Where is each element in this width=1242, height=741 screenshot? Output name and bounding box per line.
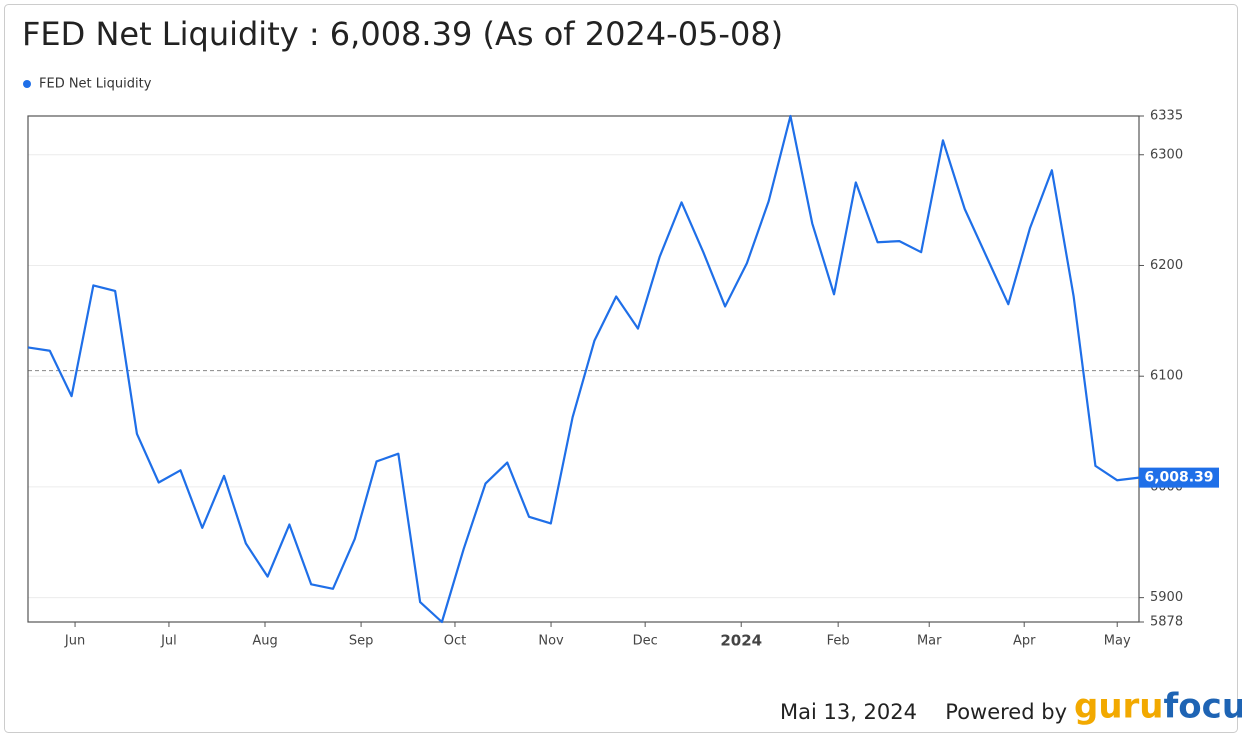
x-tick-label: May [1104,634,1131,649]
y-tick-label: 6300 [1150,147,1183,162]
x-tick-label: Apr [1013,634,1036,649]
chart-title: FED Net Liquidity : 6,008.39 (As of 2024… [22,15,783,53]
x-tick-label: Jul [160,634,177,649]
plot-border [27,115,1140,623]
x-tick-label: Aug [252,634,277,649]
y-tick-label: 6335 [1150,109,1183,124]
footer-date: Mai 13, 2024 [780,700,917,724]
x-tick-label: Sep [349,634,374,649]
line-series [27,114,1140,624]
x-tick-label: Mar [917,634,942,649]
end-value-label: 6,008.39 [1144,470,1213,486]
y-tick-label: 6100 [1150,369,1183,384]
y-tick-label: 5900 [1150,590,1183,605]
legend-marker [23,80,31,88]
x-tick-label: Jun [64,634,85,649]
y-tick-label: 5878 [1150,615,1183,630]
credit: Powered by [945,700,1067,724]
legend-label: FED Net Liquidity [39,77,152,92]
x-tick-label: Oct [444,634,466,649]
y-tick-label: 6200 [1150,258,1183,273]
logo-guru: guru [1074,687,1164,727]
x-tick-label: Dec [633,634,658,649]
frame [4,4,1238,733]
x-tick-label: Nov [538,634,564,649]
x-tick-label: 2024 [720,632,762,650]
x-tick-label: Feb [827,634,850,649]
logo-focus: focus [1164,687,1242,727]
end-value-badge [1139,467,1219,488]
